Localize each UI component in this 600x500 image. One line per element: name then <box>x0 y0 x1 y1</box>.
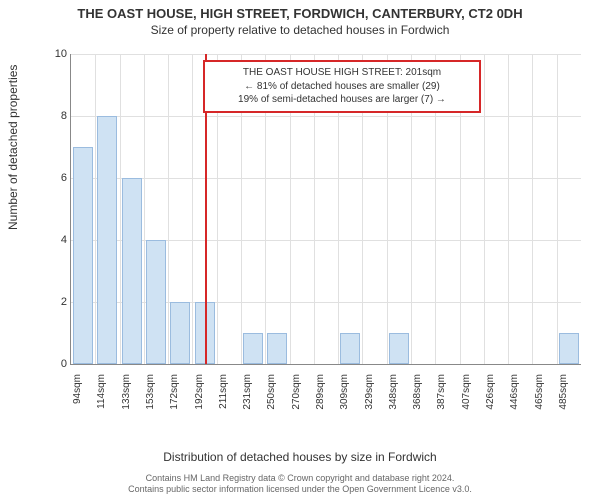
x-tick-label: 309sqm <box>339 374 350 410</box>
annotation-line-3: 19% of semi-detached houses are larger (… <box>238 94 446 105</box>
x-tick-label: 368sqm <box>412 374 423 410</box>
x-tick-label: 407sqm <box>461 374 472 410</box>
gridline-h <box>71 178 581 179</box>
chart-container: THE OAST HOUSE, HIGH STREET, FORDWICH, C… <box>0 0 600 500</box>
page-subtitle: Size of property relative to detached ho… <box>0 23 600 37</box>
chart-wrap: THE OAST HOUSE HIGH STREET: 201sqm ← 81%… <box>48 42 588 422</box>
bar <box>340 333 360 364</box>
gridline-h <box>71 116 581 117</box>
x-tick-label: 153sqm <box>145 374 156 410</box>
x-tick-label: 250sqm <box>266 374 277 410</box>
x-tick-label: 270sqm <box>291 374 302 410</box>
gridline-v <box>168 54 169 364</box>
y-tick-label: 10 <box>49 48 67 60</box>
bar <box>267 333 287 364</box>
credits-line-1: Contains HM Land Registry data © Crown c… <box>146 473 455 483</box>
gridline-h <box>71 54 581 55</box>
bar <box>73 147 93 364</box>
plot-area: THE OAST HOUSE HIGH STREET: 201sqm ← 81%… <box>70 54 581 365</box>
x-tick-label: 192sqm <box>194 374 205 410</box>
x-tick-label: 387sqm <box>436 374 447 410</box>
x-tick-label: 231sqm <box>242 374 253 410</box>
bar <box>97 116 117 364</box>
gridline-v <box>557 54 558 364</box>
bar <box>122 178 142 364</box>
y-axis-label: Number of detached properties <box>6 65 20 230</box>
x-tick-label: 426sqm <box>485 374 496 410</box>
x-tick-label: 211sqm <box>218 374 229 409</box>
y-tick-label: 0 <box>49 358 67 370</box>
x-axis-label: Distribution of detached houses by size … <box>0 450 600 464</box>
x-tick-label: 289sqm <box>315 374 326 410</box>
x-tick-label: 485sqm <box>558 374 569 410</box>
gridline-v <box>484 54 485 364</box>
bar <box>170 302 190 364</box>
bar <box>146 240 166 364</box>
bar <box>559 333 579 364</box>
annotation-box: THE OAST HOUSE HIGH STREET: 201sqm ← 81%… <box>203 60 481 113</box>
gridline-v <box>508 54 509 364</box>
gridline-v <box>120 54 121 364</box>
gridline-v <box>192 54 193 364</box>
y-tick-label: 6 <box>49 172 67 184</box>
gridline-v <box>95 54 96 364</box>
x-tick-label: 465sqm <box>534 374 545 410</box>
credits: Contains HM Land Registry data © Crown c… <box>0 473 600 496</box>
x-tick-label: 446sqm <box>509 374 520 410</box>
annotation-line-1: THE OAST HOUSE HIGH STREET: 201sqm <box>243 67 441 78</box>
y-tick-label: 8 <box>49 110 67 122</box>
y-tick-label: 4 <box>49 234 67 246</box>
x-tick-label: 329sqm <box>364 374 375 410</box>
y-tick-label: 2 <box>49 296 67 308</box>
page-title: THE OAST HOUSE, HIGH STREET, FORDWICH, C… <box>0 0 600 21</box>
gridline-v <box>144 54 145 364</box>
x-tick-label: 133sqm <box>121 374 132 410</box>
credits-line-2: Contains public sector information licen… <box>128 484 472 494</box>
bar <box>389 333 409 364</box>
x-tick-label: 172sqm <box>169 374 180 410</box>
bar <box>243 333 263 364</box>
gridline-v <box>532 54 533 364</box>
x-tick-label: 94sqm <box>72 374 83 404</box>
annotation-line-2: ← 81% of detached houses are smaller (29… <box>244 81 440 92</box>
x-tick-label: 114sqm <box>96 374 107 409</box>
x-tick-label: 348sqm <box>388 374 399 410</box>
